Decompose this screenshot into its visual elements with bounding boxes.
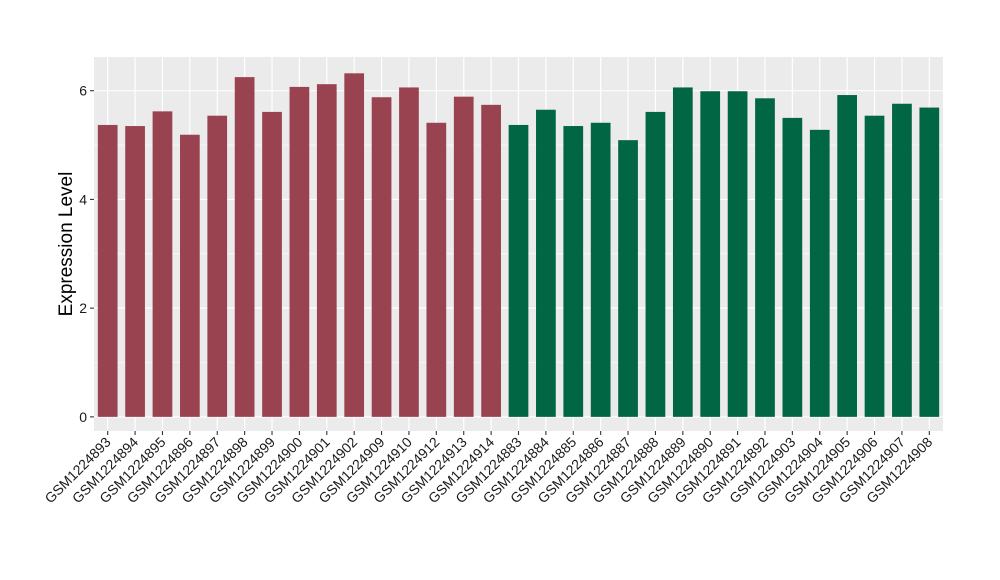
bar-GSM1224904 [809, 129, 830, 417]
bar-GSM1224885 [563, 126, 584, 417]
bar-GSM1224895 [152, 111, 173, 417]
bar-GSM1224891 [727, 91, 748, 417]
bar-GSM1224910 [399, 87, 419, 417]
bar-GSM1224907 [892, 103, 912, 417]
bar-GSM1224906 [864, 115, 885, 417]
bar-GSM1224903 [782, 117, 803, 417]
bar-GSM1224914 [481, 104, 501, 417]
bar-GSM1224905 [837, 95, 858, 417]
bar-GSM1224902 [344, 73, 365, 417]
bar-GSM1224908 [919, 107, 940, 417]
y-tick-label: 0 [79, 409, 87, 425]
bar-GSM1224890 [700, 91, 721, 417]
bar-GSM1224884 [536, 109, 556, 417]
bar-GSM1224899 [262, 111, 282, 417]
y-tick-label: 6 [79, 83, 87, 99]
bar-GSM1224913 [453, 96, 474, 417]
bar-GSM1224886 [590, 122, 611, 417]
y-tick-label: 2 [79, 300, 87, 316]
bar-GSM1224896 [180, 134, 200, 417]
bar-GSM1224897 [207, 115, 228, 417]
y-axis: 0 2 4 6 [79, 83, 94, 425]
bar-GSM1224889 [672, 87, 693, 417]
bar-GSM1224892 [755, 98, 775, 417]
bar-GSM1224893 [97, 124, 118, 417]
bar-GSM1224894 [125, 126, 145, 417]
bar-GSM1224909 [371, 97, 392, 417]
bars [97, 73, 940, 417]
x-axis: GSM1224893GSM1224894GSM1224895GSM1224896… [41, 431, 936, 506]
bar-GSM1224898 [234, 77, 255, 417]
bar-GSM1224883 [508, 124, 529, 417]
bar-GSM1224888 [645, 111, 666, 417]
bar-GSM1224912 [426, 122, 447, 417]
bar-GSM1224900 [289, 86, 310, 417]
bar-GSM1224901 [316, 84, 337, 417]
bar-GSM1224887 [618, 140, 638, 417]
y-axis-title: Expression Level [56, 172, 77, 317]
y-tick-label: 4 [79, 191, 87, 207]
